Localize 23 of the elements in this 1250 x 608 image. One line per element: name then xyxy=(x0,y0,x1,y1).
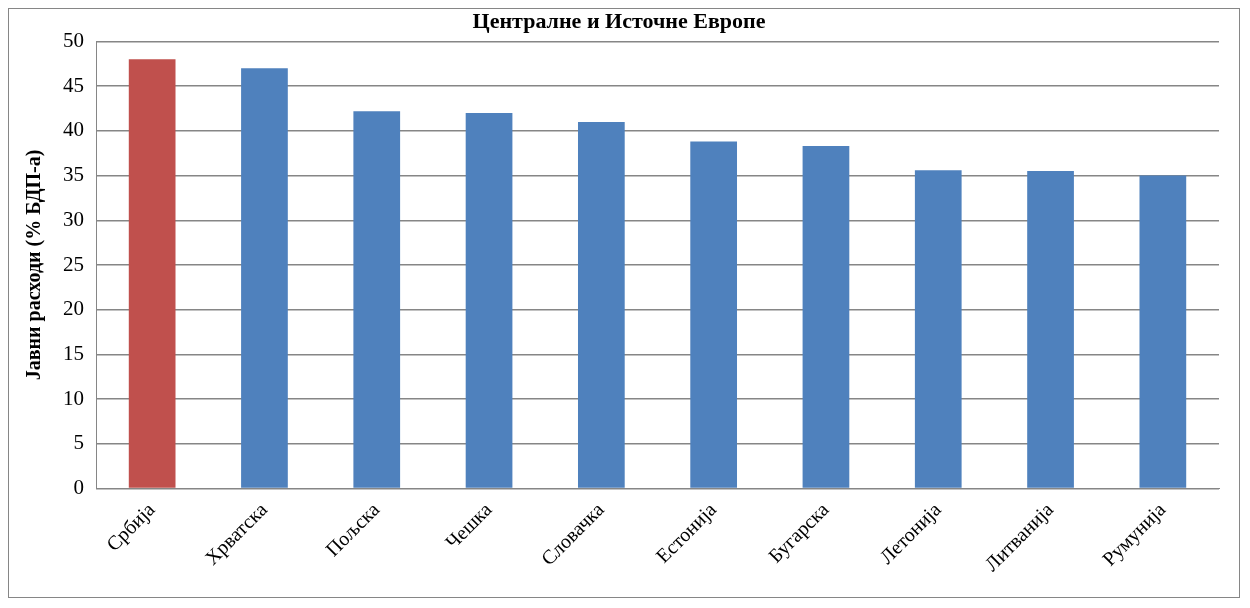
bar xyxy=(1139,175,1187,488)
y-tick-label: 10 xyxy=(63,385,84,410)
bar xyxy=(241,68,288,488)
y-tick-label: 0 xyxy=(73,475,84,500)
y-tick-label: 20 xyxy=(63,296,84,321)
bar xyxy=(577,121,625,488)
y-tick-label: 15 xyxy=(63,340,84,365)
y-tick-label: 45 xyxy=(63,72,84,97)
chart-title: Централне и Источне Европе xyxy=(472,7,766,33)
y-tick-label: 40 xyxy=(63,117,84,142)
bar xyxy=(914,170,962,488)
y-axis-title: Јавни расходи (% БДП-а) xyxy=(22,149,46,381)
bar xyxy=(1027,171,1074,488)
y-tick-label: 50 xyxy=(63,27,84,52)
y-tick-label: 25 xyxy=(63,251,84,276)
y-tick-label: 35 xyxy=(63,162,84,187)
y-tick-label: 5 xyxy=(73,430,84,455)
bar xyxy=(802,146,850,488)
y-tick-label: 30 xyxy=(63,206,84,231)
bar xyxy=(353,111,401,488)
bar xyxy=(465,112,513,488)
bar xyxy=(128,59,176,488)
bar xyxy=(690,141,738,488)
